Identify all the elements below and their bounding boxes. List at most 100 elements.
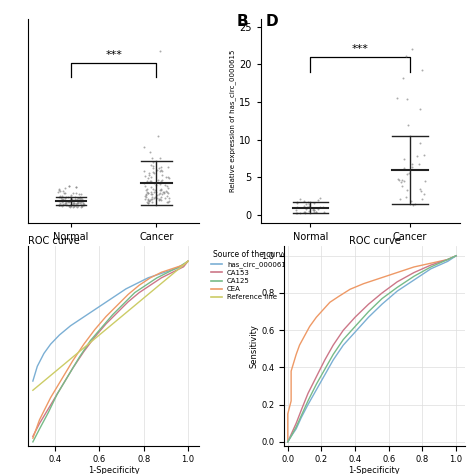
Point [408,198,415,205]
Point [149,168,156,176]
Point [58,198,66,206]
Point [68,198,75,205]
Point [159,189,167,196]
Point [55,186,63,193]
Point [145,197,153,204]
Point [148,154,155,162]
X-axis label: 1-Specificity: 1-Specificity [88,465,140,474]
Point [80,201,88,209]
Point [148,193,155,201]
Point [160,190,168,197]
Point [146,197,154,204]
Point [141,173,148,180]
Point [408,161,416,168]
Point [157,186,165,194]
Point [73,201,80,208]
Point [149,162,156,170]
Point [310,206,317,213]
Point [292,209,300,217]
Point [67,202,74,210]
Point [419,66,426,74]
Point [418,195,426,202]
Point [65,182,73,190]
Point [314,196,321,204]
Point [158,191,165,198]
Point [421,177,428,185]
Point [56,192,64,200]
Point [65,182,73,190]
Point [406,169,413,176]
Title: ROC curve: ROC curve [348,236,401,246]
Point [67,195,74,203]
Point [55,185,63,193]
Point [144,177,151,185]
Point [59,201,66,208]
Point [301,209,309,216]
Point [69,201,77,208]
Point [306,207,313,215]
Point [164,189,172,197]
Point [165,197,173,205]
Point [66,197,74,204]
Point [156,167,164,174]
Point [147,183,155,191]
Point [67,200,74,208]
Point [73,203,81,210]
Point [55,201,63,209]
Point [141,192,149,200]
Point [416,139,424,147]
Point [55,201,63,209]
Point [417,187,425,194]
Point [70,199,78,207]
Point [60,188,67,195]
Point [77,194,84,201]
Point [56,201,64,209]
Point [143,198,151,205]
Point [55,193,63,201]
Point [73,199,81,207]
Point [315,206,322,213]
Point [74,199,82,207]
Point [165,194,173,202]
Point [163,187,170,195]
Point [77,190,85,198]
Point [71,195,79,202]
Point [76,197,84,204]
Point [55,189,62,196]
Point [163,192,171,200]
Point [72,196,79,204]
Point [157,177,165,184]
Point [317,203,324,210]
Point [57,201,64,209]
Point [402,52,410,60]
Point [143,189,151,196]
Point [152,189,160,196]
Point [57,194,64,201]
Point [156,154,164,162]
Point [147,195,155,202]
Point [153,166,161,174]
Point [305,200,312,208]
Point [293,203,301,211]
Point [58,196,66,203]
Point [402,193,410,201]
Point [397,178,404,186]
Point [151,193,159,201]
Point [62,199,70,207]
Point [65,202,73,210]
Point [66,203,74,210]
Point [300,197,308,204]
Point [399,74,407,82]
Point [156,48,164,55]
Text: ***: *** [105,50,122,61]
Point [66,202,73,210]
Point [79,200,87,208]
Point [73,199,81,207]
Point [145,190,152,197]
Point [408,46,415,53]
Point [62,201,70,209]
Point [293,209,301,217]
Point [63,199,70,206]
Point [147,190,155,198]
Point [393,94,401,101]
